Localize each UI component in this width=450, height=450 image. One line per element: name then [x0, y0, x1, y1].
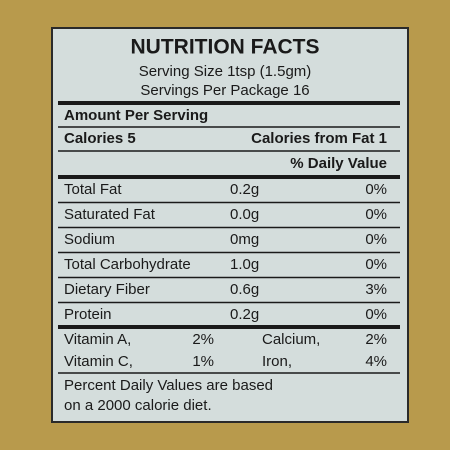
calories-from-fat: Calories from Fat 1 [251, 130, 387, 147]
vitamin-value: 1% [192, 353, 214, 370]
nutrient-amount: 0.2g [230, 306, 259, 323]
mineral-value: 4% [365, 353, 387, 370]
amount-per-serving: Amount Per Serving [64, 107, 208, 124]
label-panel [51, 27, 409, 423]
nutrient-daily-value: 0% [365, 181, 387, 198]
footnote: Percent Daily Values are based [64, 377, 273, 394]
footnote: on a 2000 calorie diet. [64, 397, 212, 414]
nutrient-amount: 1.0g [230, 256, 259, 273]
nutrient-amount: 0.6g [230, 281, 259, 298]
nutrient-name: Total Fat [64, 181, 122, 198]
mineral-name: Calcium, [262, 331, 320, 348]
nutrient-daily-value: 0% [365, 206, 387, 223]
nutrient-amount: 0mg [230, 231, 259, 248]
nutrient-name: Dietary Fiber [64, 281, 150, 298]
nutrient-amount: 0.2g [230, 181, 259, 198]
vitamin-value: 2% [192, 331, 214, 348]
nutrient-daily-value: 0% [365, 256, 387, 273]
vitamin-name: Vitamin C, [64, 353, 133, 370]
nutrient-amount: 0.0g [230, 206, 259, 223]
serving-size: Serving Size 1tsp (1.5gm) [139, 63, 312, 80]
mineral-name: Iron, [262, 353, 292, 370]
nutrient-name: Sodium [64, 231, 115, 248]
daily-value-header: % Daily Value [290, 155, 387, 172]
servings: Servings Per Package 16 [140, 82, 309, 99]
nutrient-name: Total Carbohydrate [64, 256, 191, 273]
title: NUTRITION FACTS [131, 36, 320, 59]
nutrient-daily-value: 3% [365, 281, 387, 298]
nutrient-name: Saturated Fat [64, 206, 156, 223]
calories: Calories 5 [64, 130, 136, 147]
mineral-value: 2% [365, 331, 387, 348]
nutrient-name: Protein [64, 306, 112, 323]
nutrient-daily-value: 0% [365, 306, 387, 323]
nutrient-daily-value: 0% [365, 231, 387, 248]
vitamin-name: Vitamin A, [64, 331, 131, 348]
